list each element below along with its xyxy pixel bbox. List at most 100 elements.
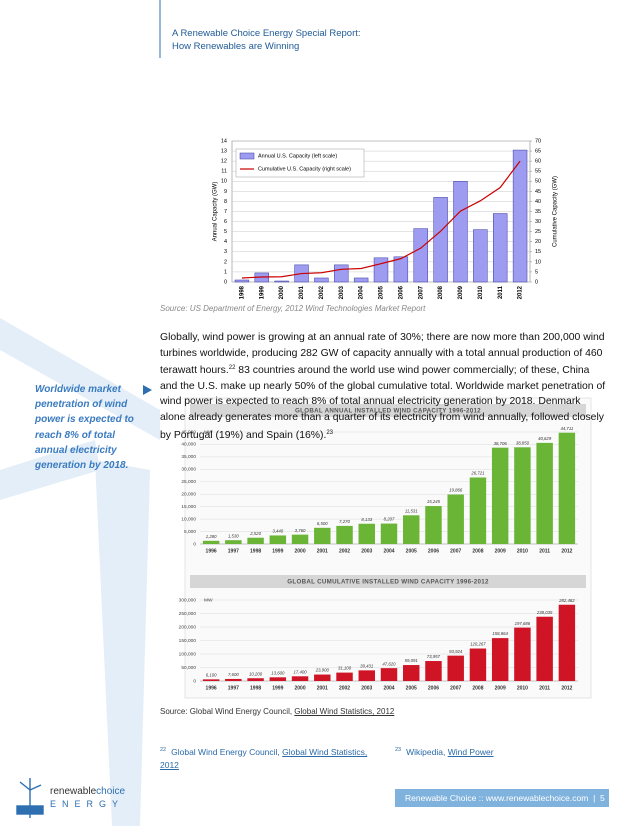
x-tick-label: 2003 [361, 685, 372, 691]
x-tick-label: 2001 [317, 548, 328, 554]
x-tick-label: 2012 [518, 285, 524, 299]
bar [380, 523, 398, 544]
value-label: 3,440 [272, 529, 283, 534]
y2-tick-label: 40 [535, 199, 541, 205]
value-label: 38,706 [494, 441, 508, 446]
link[interactable]: Wind Power [447, 747, 494, 757]
y-tick-label: 12 [221, 159, 227, 165]
x-tick-label: 2005 [406, 685, 417, 691]
value-label: 7,600 [228, 672, 239, 677]
value-label: 1,280 [206, 534, 217, 539]
y-tick-label: 5,000 [184, 529, 196, 535]
x-tick-label: 2008 [438, 285, 444, 299]
x-tick-label: 1996 [206, 685, 217, 691]
value-label: 197,686 [515, 621, 531, 626]
bar [291, 534, 309, 544]
y-tick-label: 100,000 [179, 651, 197, 657]
y2-axis-label: Cumulative Capacity (GW) [553, 176, 559, 247]
legend-label: Cumulative U.S. Capacity (right scale) [258, 166, 351, 172]
bar [314, 674, 331, 681]
x-tick-label: 2000 [279, 285, 285, 299]
y-tick-label: 10 [221, 179, 227, 185]
x-tick-label: 1998 [250, 548, 261, 554]
bar [358, 670, 375, 681]
bar [314, 527, 331, 544]
x-tick-label: 2006 [428, 685, 439, 691]
y-tick-label: 20,000 [181, 491, 196, 497]
bar [514, 447, 531, 544]
link[interactable]: Global Wind Statistics, 2012 [294, 707, 395, 716]
y-tick-label: 300,000 [179, 597, 197, 603]
value-label: 59,091 [405, 658, 419, 663]
footnote: 22 Global Wind Energy Council, Global Win… [160, 744, 375, 772]
y-tick-label: 25,000 [181, 479, 196, 485]
x-tick-label: 2006 [428, 548, 439, 554]
x-tick-label: 2012 [561, 685, 572, 691]
y-axis-label: Annual Capacity (GW) [213, 182, 219, 242]
bar [403, 665, 420, 681]
value-label: 1,530 [228, 533, 239, 538]
bar [491, 447, 509, 544]
bar [202, 540, 220, 544]
link[interactable]: Global Wind Statistics, 2012 [160, 747, 368, 770]
y-tick-label: 40,000 [181, 442, 196, 448]
x-tick-label: 1996 [206, 548, 217, 554]
bar [380, 668, 398, 681]
y-tick-label: 11 [221, 169, 227, 175]
x-tick-label: 2008 [472, 548, 483, 554]
bar [269, 677, 287, 681]
bar [469, 477, 487, 544]
value-label: 47,620 [382, 661, 396, 666]
bar [202, 679, 220, 681]
x-tick-label: 1999 [272, 685, 283, 691]
legend [235, 148, 365, 178]
value-label: 39,431 [360, 663, 374, 668]
bar [492, 213, 508, 283]
y2-tick-label: 25 [535, 229, 541, 235]
x-tick-label: 2011 [539, 548, 550, 554]
value-label: 13,600 [271, 670, 285, 675]
bar [247, 678, 264, 681]
bar [314, 277, 329, 283]
y-tick-label: 0 [224, 279, 227, 285]
bar [358, 523, 375, 544]
logo-word: ENERGY [50, 799, 125, 809]
x-tick-label: 2011 [498, 285, 504, 299]
y-tick-label: 2 [224, 259, 227, 265]
page-number: 5 [600, 793, 605, 803]
value-label: 6,100 [206, 672, 217, 677]
separator: | [593, 793, 596, 803]
value-label: 238,035 [536, 610, 553, 615]
y2-tick-label: 70 [535, 138, 541, 144]
y2-tick-label: 50 [535, 179, 541, 185]
value-label: 23,900 [315, 668, 330, 673]
x-tick-label: 2002 [319, 285, 325, 299]
bar [334, 264, 349, 283]
y-tick-label: 0 [193, 541, 196, 547]
value-label: 120,267 [470, 642, 486, 647]
legend-swatch [239, 152, 255, 160]
bar [514, 627, 531, 681]
bar [234, 279, 250, 283]
text: Global Wind Energy Council, [171, 747, 283, 757]
x-tick-label: 2012 [561, 548, 572, 554]
title-band [190, 575, 586, 588]
x-tick-label: 1998 [250, 685, 261, 691]
y-tick-label: 30,000 [181, 467, 196, 473]
bar [403, 515, 420, 544]
bar [447, 494, 464, 544]
title-band [190, 404, 586, 417]
value-label: 17,400 [293, 669, 307, 674]
bar [291, 676, 309, 681]
y-tick-label: 9 [224, 189, 227, 195]
x-tick-label: 2007 [450, 685, 461, 691]
y2-tick-label: 30 [535, 219, 541, 225]
bar [536, 442, 553, 544]
y-tick-label: 6 [224, 219, 227, 225]
value-label: 7,270 [339, 519, 350, 524]
bar [491, 638, 509, 681]
x-tick-label: 2009 [495, 685, 506, 691]
bar [336, 672, 353, 681]
y2-tick-label: 45 [535, 189, 541, 195]
